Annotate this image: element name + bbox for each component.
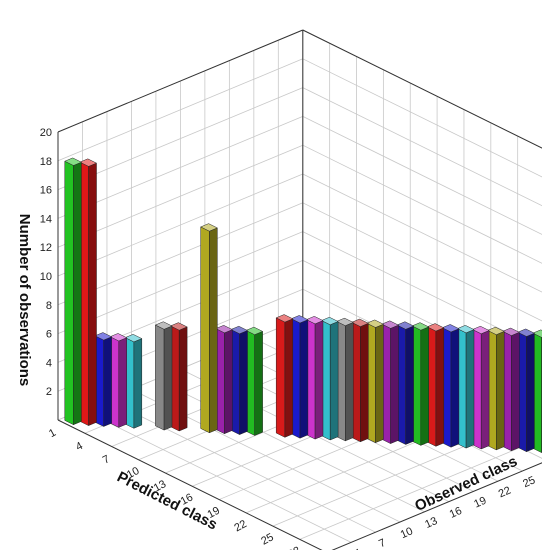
y-tick-label: 10 <box>399 525 415 541</box>
y-tick-label: 22 <box>497 484 513 500</box>
axis-line <box>302 29 542 149</box>
bar <box>109 333 128 428</box>
x-tick-label: 13 <box>152 478 168 494</box>
gridline <box>57 116 303 219</box>
z-tick-label: 20 <box>40 127 52 139</box>
bar <box>426 323 445 447</box>
gridline <box>57 202 303 306</box>
x-tick-label: 28 <box>286 545 302 550</box>
bar <box>200 223 218 434</box>
y-tick-label: 25 <box>521 474 537 490</box>
tick-labels: 2468101214161820147101316192225283114710… <box>40 127 538 550</box>
gridline <box>57 144 303 248</box>
y-tick-label: 13 <box>423 515 439 531</box>
bar <box>124 334 143 429</box>
x-tick-label: 7 <box>101 453 112 466</box>
z-tick-label: 4 <box>46 357 52 369</box>
z-tick-label: 14 <box>40 213 52 225</box>
bar <box>290 315 309 439</box>
gridline <box>299 437 542 540</box>
x-tick-label: 19 <box>206 505 222 521</box>
x-tick-label: 22 <box>232 518 248 534</box>
gridline <box>57 231 303 334</box>
bar <box>502 327 520 452</box>
bar <box>396 321 415 445</box>
z-tick-label: 18 <box>40 156 52 168</box>
z-tick-label: 2 <box>46 386 52 398</box>
axis-line <box>331 462 542 550</box>
gridline <box>302 202 542 322</box>
x-axis-title: Predicted class <box>114 468 220 533</box>
z-tick-label: 16 <box>40 185 52 197</box>
bar <box>169 322 188 432</box>
x-tick-label: 10 <box>125 465 141 481</box>
gridline <box>302 173 542 293</box>
z-tick-label: 8 <box>46 300 52 312</box>
gridline <box>302 116 542 235</box>
bar <box>230 325 249 435</box>
bar <box>411 322 430 446</box>
bar <box>245 326 264 436</box>
bar <box>351 318 369 443</box>
gridline <box>302 144 542 264</box>
y-tick-label: 7 <box>377 537 387 550</box>
bars <box>64 157 542 453</box>
bar <box>215 325 234 435</box>
gridline <box>302 58 542 178</box>
z-axis-title: Number of observations <box>16 214 33 387</box>
bar <box>94 332 113 427</box>
bar <box>79 158 98 426</box>
x-tick-label: 4 <box>74 440 85 453</box>
bar <box>154 321 173 431</box>
bar <box>275 314 294 438</box>
gridline <box>302 87 542 207</box>
bar <box>517 328 536 453</box>
x-tick-label: 1 <box>47 427 58 440</box>
bar <box>456 325 475 449</box>
bar <box>366 319 385 444</box>
y-tick-label: 16 <box>448 505 464 521</box>
bar <box>471 325 490 450</box>
bar <box>320 316 339 441</box>
axis-line <box>57 419 323 550</box>
gridline <box>57 173 303 277</box>
bar <box>335 317 354 442</box>
y-tick-label: 4 <box>353 547 363 550</box>
bar <box>486 326 505 451</box>
y-axis-title: Observed class <box>412 453 520 515</box>
bar <box>305 316 324 440</box>
bar <box>441 324 460 448</box>
x-tick-label: 16 <box>179 491 195 507</box>
z-tick-label: 6 <box>46 329 52 341</box>
gridline <box>57 58 303 162</box>
gridline <box>57 87 303 190</box>
bar <box>64 157 83 426</box>
z-tick-label: 10 <box>40 271 52 283</box>
bar <box>381 320 400 444</box>
z-tick-label: 12 <box>40 242 52 254</box>
axis-line <box>57 29 303 133</box>
gridline <box>302 29 542 149</box>
y-tick-label: 19 <box>472 495 488 511</box>
x-tick-label: 25 <box>259 531 275 547</box>
